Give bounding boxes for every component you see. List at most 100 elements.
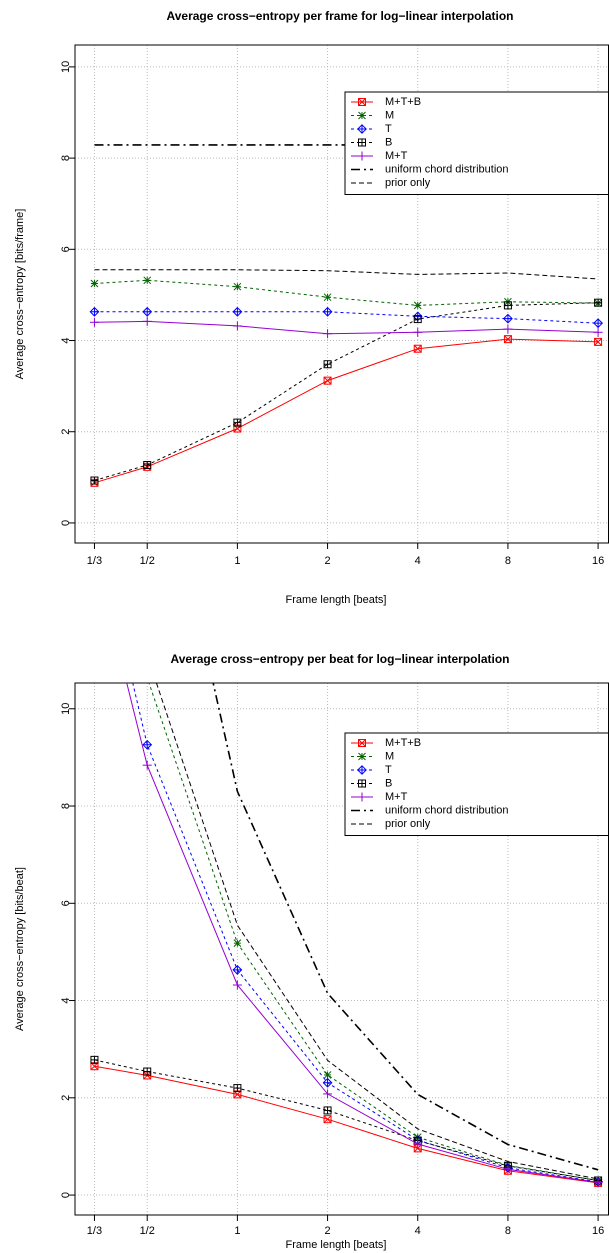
- point-marker: [322, 1077, 333, 1088]
- y-tick-label: 8: [60, 803, 72, 809]
- legend-label: T: [385, 764, 392, 776]
- point-marker: [142, 316, 152, 326]
- series-line: [155, 683, 599, 1180]
- series-line: [94, 338, 599, 484]
- chart-title: Average cross−entropy per frame for log−…: [167, 9, 514, 23]
- point-marker: [593, 1177, 603, 1187]
- point-marker: [143, 276, 152, 285]
- legend-label: B: [385, 777, 392, 789]
- y-tick-label: 4: [60, 337, 72, 343]
- point-marker: [413, 327, 423, 337]
- y-tick-label: 0: [60, 1192, 72, 1198]
- x-tick-label: 8: [505, 1225, 511, 1237]
- point-marker: [143, 461, 152, 470]
- x-tick-label: 2: [325, 555, 331, 567]
- point-marker: [594, 298, 603, 307]
- y-tick-label: 4: [60, 997, 72, 1003]
- marker-stroke: [233, 282, 242, 291]
- point-marker: [233, 939, 242, 948]
- plot-area: [89, 144, 603, 487]
- series-line: [94, 269, 599, 280]
- point-marker: [232, 980, 242, 990]
- legend-label: B: [385, 136, 392, 148]
- legend-label: prior only: [385, 177, 431, 189]
- legend-label: prior only: [385, 818, 431, 830]
- marker-stroke: [323, 1115, 332, 1124]
- x-tick-label: 8: [505, 555, 511, 567]
- chart-title: Average cross−entropy per beat for log−l…: [171, 652, 510, 666]
- y-tick-label: 2: [60, 429, 72, 435]
- point-marker: [232, 306, 243, 317]
- marker-box: [594, 337, 603, 346]
- x-tick-label: 16: [592, 1225, 604, 1237]
- marker-diamond: [593, 318, 603, 329]
- point-marker: [358, 138, 366, 147]
- marker-stroke: [144, 674, 151, 681]
- marker-stroke: [143, 276, 152, 285]
- point-marker: [323, 293, 332, 302]
- point-marker: [232, 321, 242, 331]
- y-tick-label: 10: [60, 703, 72, 715]
- point-marker: [142, 306, 153, 317]
- point-marker: [503, 335, 512, 344]
- x-tick-label: 4: [415, 1225, 421, 1237]
- marker-stroke: [90, 279, 99, 288]
- point-marker: [233, 1084, 242, 1093]
- marker-stroke: [144, 674, 151, 681]
- marker-diamond: [89, 306, 100, 317]
- y-tick-label: 6: [60, 246, 72, 252]
- point-marker: [323, 1089, 333, 1099]
- marker-box: [413, 344, 422, 353]
- point-marker: [233, 282, 242, 291]
- point-marker: [323, 1071, 332, 1079]
- legend-box: [344, 91, 609, 195]
- legend-label: T: [385, 123, 392, 135]
- plot-area: [90, 674, 603, 1187]
- point-marker: [323, 1115, 332, 1124]
- marker-stroke: [323, 1071, 332, 1079]
- x-tick-label: 1/2: [140, 1225, 155, 1237]
- y-axis-label: Average cross−entropy [bits/beat]: [14, 867, 26, 1031]
- y-tick-label: 2: [60, 1095, 72, 1101]
- legend-label: M+T+B: [385, 96, 421, 108]
- legend-label: uniform chord distribution: [385, 804, 509, 816]
- x-axis-label: Frame length [beats]: [286, 1239, 387, 1251]
- marker-diamond: [322, 1077, 333, 1088]
- x-tick-label: 16: [592, 555, 604, 567]
- marker-diamond: [322, 306, 333, 317]
- point-marker: [90, 279, 99, 288]
- x-tick-label: 2: [325, 1225, 331, 1237]
- y-axis-label: Average cross−entropy [bits/frame]: [14, 209, 26, 380]
- point-marker: [358, 739, 366, 747]
- point-marker: [357, 151, 367, 161]
- marker-stroke: [358, 752, 366, 761]
- marker-box: [358, 739, 366, 747]
- point-marker: [357, 792, 367, 802]
- point-marker: [323, 329, 333, 339]
- series-line: [94, 311, 599, 324]
- x-tick-label: 1: [234, 555, 240, 567]
- marker-box: [503, 335, 512, 344]
- point-marker: [357, 765, 367, 775]
- point-marker: [358, 98, 366, 106]
- legend-label: M+T: [385, 150, 408, 162]
- x-tick-label: 1/2: [140, 555, 155, 567]
- y-tick-label: 8: [60, 155, 72, 161]
- legend-label: M+T: [385, 791, 408, 803]
- marker-stroke: [233, 939, 242, 948]
- y-tick-label: 10: [60, 61, 72, 73]
- marker-diamond: [142, 306, 153, 317]
- point-marker: [89, 306, 100, 317]
- point-marker: [593, 327, 603, 337]
- series-line: [94, 1059, 599, 1181]
- marker-diamond: [142, 739, 153, 750]
- marker-stroke: [594, 338, 602, 346]
- point-marker: [358, 779, 366, 788]
- point-marker: [232, 965, 243, 975]
- marker-stroke: [358, 111, 366, 120]
- point-marker: [142, 739, 153, 750]
- y-tick-label: 6: [60, 900, 72, 906]
- series-line: [212, 683, 599, 1171]
- point-marker: [413, 315, 422, 324]
